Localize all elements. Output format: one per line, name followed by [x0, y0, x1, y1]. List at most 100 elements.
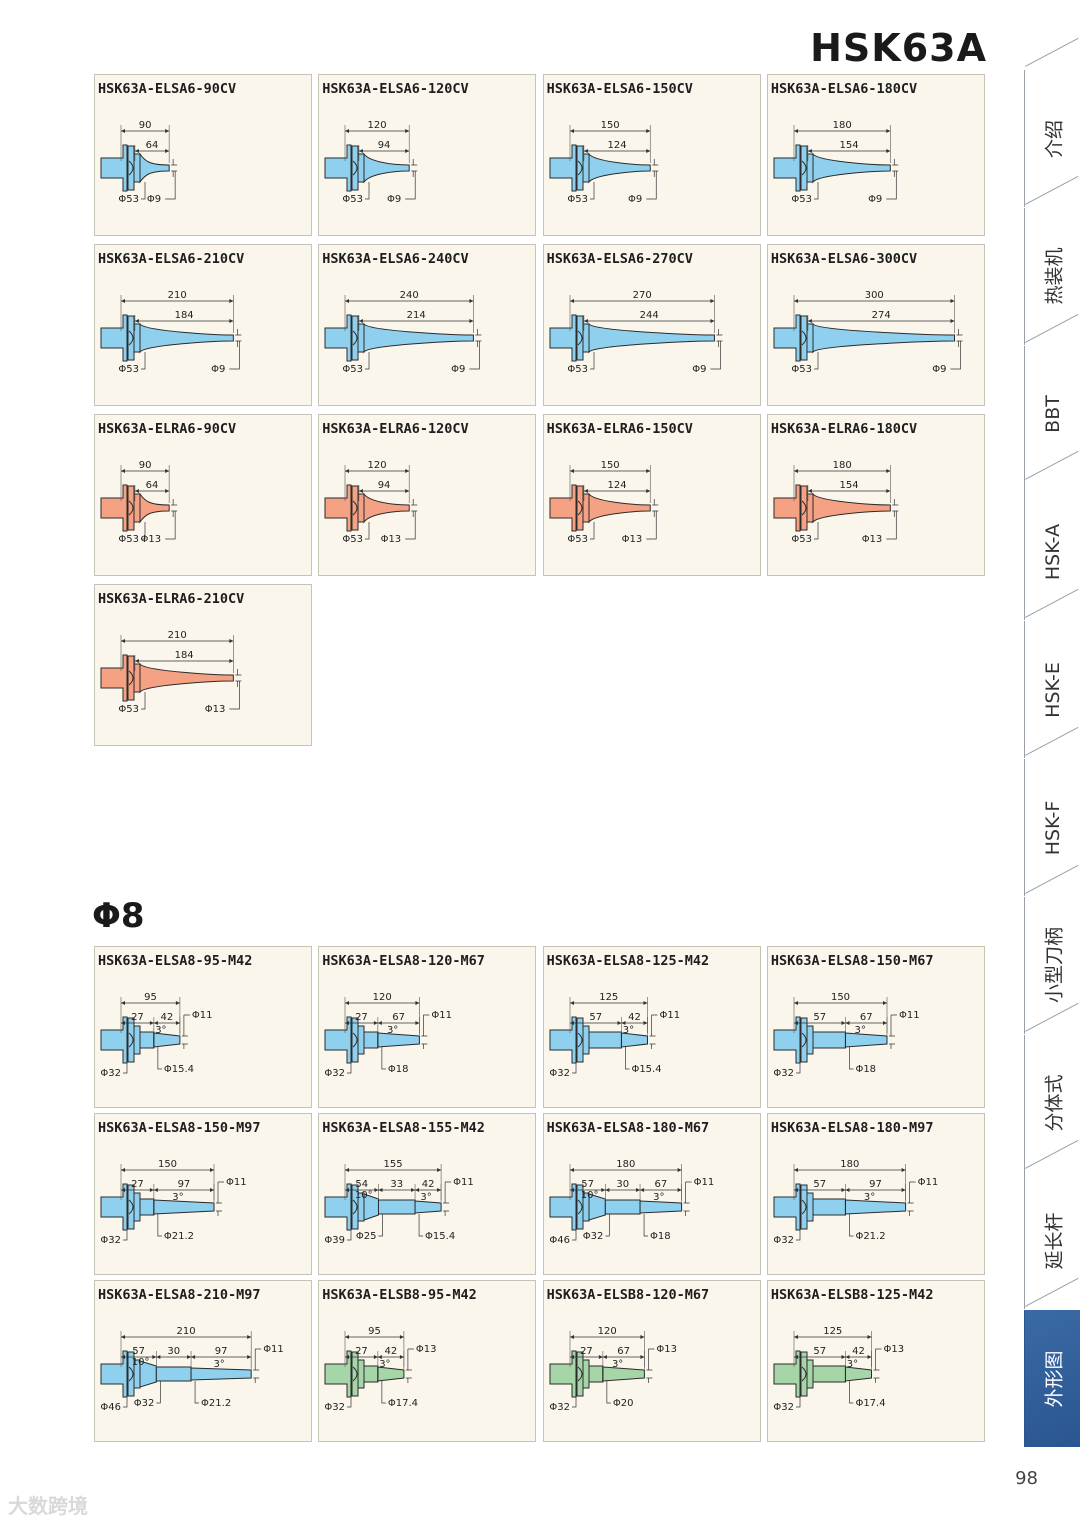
flange-groove [128, 1366, 134, 1382]
dim-tip-diameter: Φ9 [932, 364, 946, 375]
arrow-head [121, 129, 125, 133]
dim-tip-diameter: Φ20 [612, 1398, 633, 1409]
sidebar-tab[interactable]: 分体式 [1024, 1002, 1080, 1172]
arrow-head [359, 489, 364, 493]
sidebar-tab[interactable]: 热装机 [1024, 175, 1080, 345]
tool-model-name: HSK63A-ELSB8-125-M42 [770, 1287, 934, 1303]
end-diameter-marker [443, 1181, 452, 1216]
dim-body-diameter: Φ39 [325, 1235, 346, 1246]
dim-body-diameter: Φ32 [773, 1235, 794, 1246]
taper-body [139, 662, 234, 694]
dim-end-diameter: Φ11 [192, 1010, 213, 1021]
dim-reach-length: 214 [407, 310, 426, 321]
tool-card: HSK63A-ELSA8-95-M42 95 27 42 3° Φ11 Φ32 Φ15.4 [94, 946, 312, 1108]
arrow-head [405, 469, 410, 473]
cone-section [139, 1360, 157, 1388]
dim-tip-diameter: Φ18 [388, 1064, 409, 1075]
taper-body [363, 322, 475, 354]
dim-taper-angle: 3° [379, 1359, 390, 1370]
dim-body-diameter: Φ46 [549, 1235, 570, 1246]
dim-total-length: 210 [168, 290, 187, 301]
arrow-head [793, 129, 798, 133]
arrow-head [134, 489, 139, 493]
dim-tip-diameter: Φ9 [692, 364, 706, 375]
collar [133, 1192, 141, 1222]
taper-body [363, 492, 410, 524]
dim-end-diameter: Φ13 [656, 1344, 677, 1355]
tip-leader [381, 1047, 387, 1070]
dim-total-length: 90 [139, 460, 152, 471]
arrow-head [886, 469, 891, 473]
arrow-head [345, 299, 350, 303]
extension-diagram: 155 54 33 42 10° 3° Φ11 Φ39 Φ25 Φ15.4 [325, 1159, 474, 1246]
taper-body [812, 492, 891, 524]
flange-groove [577, 1199, 583, 1215]
sidebar-tab[interactable]: HSK-E [1024, 589, 1080, 759]
sidebar-tab[interactable]: HSK-F [1024, 726, 1080, 896]
arrow-head [153, 1188, 158, 1192]
arrow-head [229, 299, 234, 303]
body-leader [347, 1063, 352, 1074]
dim-reach-length: 64 [146, 480, 159, 491]
arrow-head [405, 129, 410, 133]
arrow-head [677, 1168, 682, 1172]
tool-model-name: HSK63A-ELRA6-150CV [546, 421, 693, 437]
dim-reach-length: 64 [146, 140, 159, 151]
dim-total-length: 150 [831, 992, 850, 1003]
collar [806, 1192, 814, 1222]
body-leader [141, 182, 146, 200]
tool-model-name: HSK63A-ELSA8-125-M42 [546, 953, 710, 969]
arrow-head [583, 489, 588, 493]
tool-card: HSK63A-ELSA8-125-M42 125 57 42 3° Φ11 Φ32 Φ15.4 [542, 946, 761, 1108]
sidebar-tab[interactable]: 小型刀柄 [1024, 864, 1080, 1034]
dim-taper-angle: 3° [847, 1359, 858, 1370]
shank-flange [773, 144, 801, 192]
arrow-head [121, 1001, 125, 1005]
tool-model-name: HSK63A-ELSA8-180-M97 [770, 1120, 934, 1136]
dim-body-diameter: Φ53 [791, 534, 812, 545]
sidebar-tab[interactable]: 外形图 [1024, 1278, 1080, 1448]
shank-section [363, 1031, 379, 1049]
arrow-head [374, 1188, 379, 1192]
tip-diameter-marker [892, 499, 899, 517]
dim-segment-length: 42 [385, 1346, 398, 1357]
tool-card: HSK63A-ELSA6-210CV 210 184 Φ9 Φ53 [94, 244, 312, 406]
mid-section [155, 1366, 192, 1382]
dim-tip-diameter: Φ17.4 [388, 1398, 418, 1409]
flange-groove [128, 1032, 134, 1048]
sidebar-tab[interactable]: 延长杆 [1024, 1140, 1080, 1310]
arrow-head [583, 319, 588, 323]
dim-tip-diameter: Φ9 [211, 364, 225, 375]
body-leader [589, 182, 594, 200]
tool-card: HSK63A-ELSB8-95-M42 95 27 42 3° Φ13 Φ32 Φ17.4 [318, 1280, 537, 1442]
tool-model-name: HSK63A-ELSA6-240CV [322, 251, 469, 267]
dim-segment-length: 57 [813, 1346, 826, 1357]
extension-diagram: 150 27 97 3° Φ11 Φ32 Φ21.2 [100, 1159, 246, 1246]
dim-segment-length: 57 [813, 1012, 826, 1023]
sidebar-tab[interactable]: HSK-A [1024, 451, 1080, 621]
arrow-head [602, 1355, 607, 1359]
tip-taper [377, 1032, 421, 1048]
arrow-head [345, 1188, 350, 1192]
body-leader [813, 182, 819, 200]
collar [582, 1359, 590, 1389]
arrow-head [841, 1021, 846, 1025]
extension-diagram: 180 154 Φ9 Φ53 [773, 120, 899, 205]
tip-diameter-marker [235, 329, 242, 347]
dim-body-diameter: Φ53 [118, 534, 139, 545]
sidebar-tab[interactable]: BBT [1024, 313, 1080, 483]
dim-segment-length: 42 [422, 1179, 435, 1190]
extension-diagram: 210 184 Φ9 Φ53 [100, 290, 242, 375]
dim-reach-length: 94 [378, 140, 391, 151]
shank-flange [549, 144, 577, 192]
dim-body-diameter: Φ53 [791, 194, 812, 205]
dim-body-diameter: Φ32 [325, 1068, 346, 1079]
tool-card: HSK63A-ELSA8-180-M97 180 57 97 3° Φ11 Φ32 Φ21.2 [766, 1113, 985, 1275]
body-leader [365, 522, 370, 540]
tool-model-name: HSK63A-ELRA6-180CV [770, 421, 918, 437]
body-leader [141, 692, 146, 710]
flange-groove [352, 1199, 358, 1215]
sidebar-tab-label: 分体式 [1043, 1074, 1065, 1132]
sidebar-tab[interactable]: 介绍 [1024, 37, 1080, 207]
tool-card: HSK63A-ELRA6-120CV 120 94 Φ13 Φ53 [318, 414, 537, 576]
